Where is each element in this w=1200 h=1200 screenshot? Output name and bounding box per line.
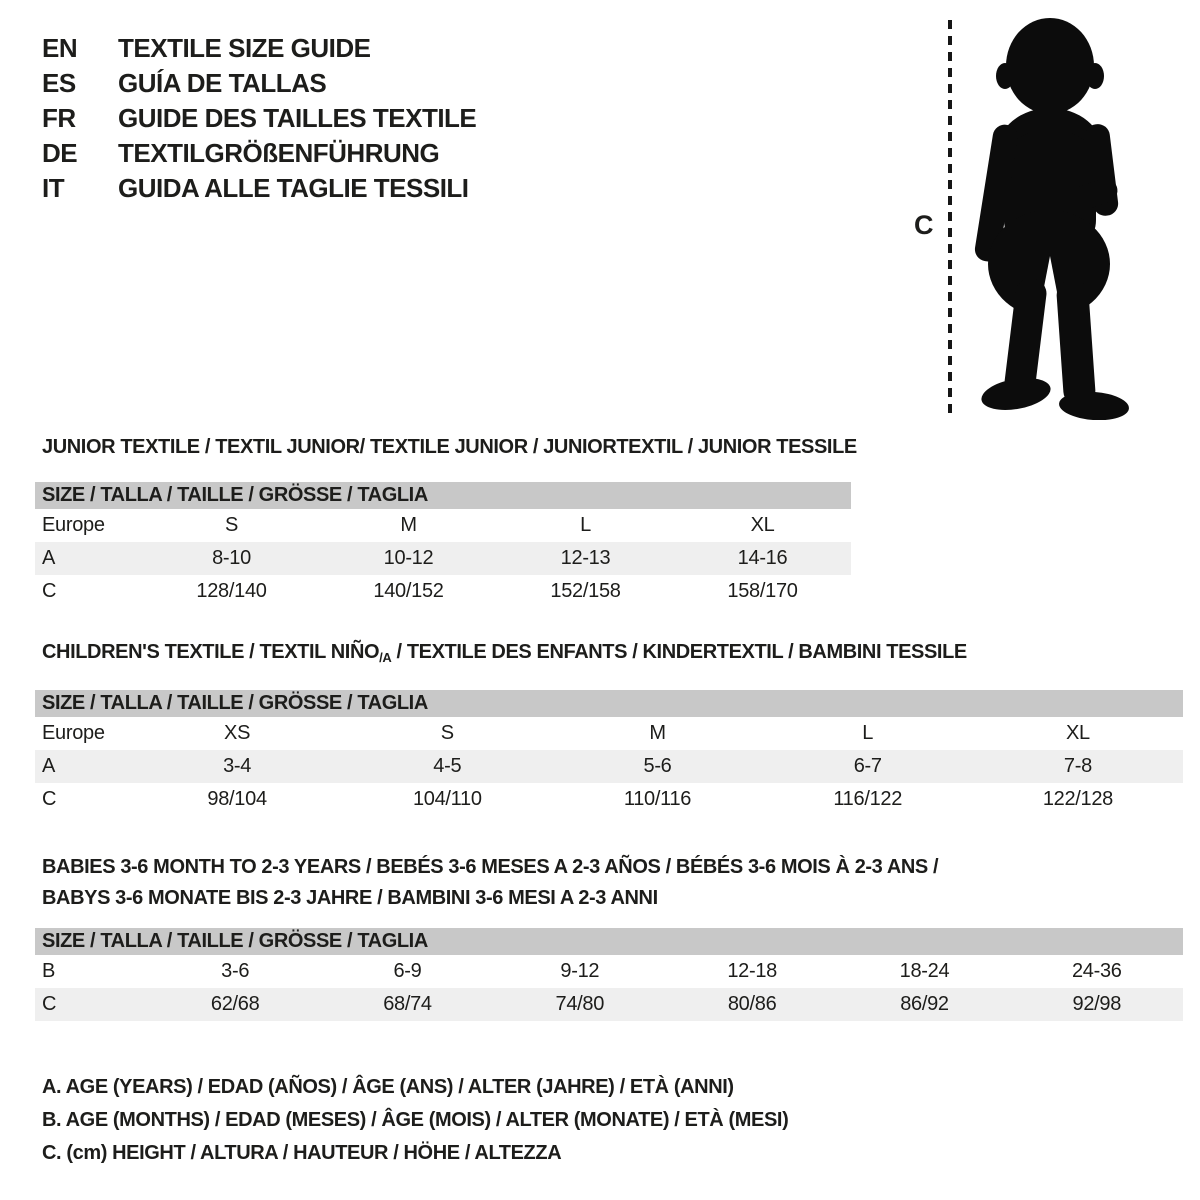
value-cell: 92/98 bbox=[1072, 993, 1122, 1015]
value-cell: 98/104 bbox=[207, 788, 267, 810]
value-cell: 12-13 bbox=[560, 547, 611, 569]
lang-code: IT bbox=[42, 173, 65, 203]
lang-row-it: IT GUIDA ALLE TAGLIE TESSILI bbox=[42, 171, 476, 206]
babies-size-table: SIZE / TALLA / TAILLE / GRÖSSE / TAGLIA … bbox=[35, 928, 1183, 1021]
legend: A. AGE (YEARS) / EDAD (AÑOS) / ÂGE (ANS)… bbox=[42, 1071, 789, 1170]
children-section-title: CHILDREN'S TEXTILE / TEXTIL NIÑO/A / TEX… bbox=[42, 641, 967, 665]
babies-section-title: BABIES 3-6 MONTH TO 2-3 YEARS / BEBÉS 3-… bbox=[42, 852, 939, 914]
height-measure-dashed-line bbox=[948, 20, 952, 418]
row-label: C bbox=[42, 580, 57, 602]
lang-label: TEXTILGRÖßENFÜHRUNG bbox=[118, 138, 440, 168]
lang-code: ES bbox=[42, 68, 76, 98]
lang-label: GUÍA DE TALLAS bbox=[118, 68, 327, 98]
value-cell: XL bbox=[1065, 722, 1090, 744]
lang-label: GUIDA ALLE TAGLIE TESSILI bbox=[118, 173, 469, 203]
value-cell: 6-7 bbox=[853, 755, 882, 777]
value-cell: 74/80 bbox=[555, 993, 605, 1015]
value-cell: 158/170 bbox=[727, 580, 798, 602]
value-cell: 152/158 bbox=[550, 580, 621, 602]
height-measure-label: C bbox=[914, 210, 934, 240]
lang-row-en: EN TEXTILE SIZE GUIDE bbox=[42, 31, 476, 66]
value-cell: 68/74 bbox=[383, 993, 432, 1015]
babies-title-line1: BABIES 3-6 MONTH TO 2-3 YEARS / BEBÉS 3-… bbox=[42, 856, 939, 878]
junior-section-title: JUNIOR TEXTILE / TEXTIL JUNIOR/ TEXTILE … bbox=[42, 436, 857, 458]
size-header-band: SIZE / TALLA / TAILLE / GRÖSSE / TAGLIA bbox=[35, 928, 1183, 955]
value-cell: XL bbox=[750, 514, 775, 536]
table-row: C 62/68 68/74 74/80 80/86 86/92 92/98 bbox=[35, 988, 1183, 1021]
lang-label: TEXTILE SIZE GUIDE bbox=[118, 33, 371, 63]
value-cell: 104/110 bbox=[412, 788, 482, 810]
table-row: B 3-6 6-9 9-12 12-18 18-24 24-36 bbox=[35, 955, 1183, 988]
value-cell: 116/122 bbox=[833, 788, 903, 810]
lang-row-es: ES GUÍA DE TALLAS bbox=[42, 66, 476, 101]
value-cell: 140/152 bbox=[373, 580, 444, 602]
junior-table-rows: Europe S M L XL A 8-10 10-12 12-13 14-16 C 128/140 1… bbox=[35, 509, 851, 608]
lang-code: FR bbox=[42, 103, 76, 133]
value-cell: 18-24 bbox=[899, 960, 950, 982]
table-row: Europe XS S M L XL bbox=[35, 717, 1183, 750]
legend-line-c: C. (cm) HEIGHT / ALTURA / HAUTEUR / HÖHE… bbox=[42, 1142, 562, 1164]
value-cell: 3-4 bbox=[223, 755, 252, 777]
lang-row-de: DE TEXTILGRÖßENFÜHRUNG bbox=[42, 136, 476, 171]
row-label: A bbox=[42, 755, 56, 777]
value-cell: L bbox=[862, 722, 874, 744]
table-row: C 98/104 104/110 110/116 116/122 122/128 bbox=[35, 783, 1183, 816]
row-label: B bbox=[42, 960, 56, 982]
table-row: A 3-4 4-5 5-6 6-7 7-8 bbox=[35, 750, 1183, 783]
value-cell: XS bbox=[224, 722, 251, 744]
value-cell: 4-5 bbox=[433, 755, 462, 777]
children-table-rows: Europe XS S M L XL A 3-4 4-5 5-6 6-7 7-8 C 98/104 104/… bbox=[35, 717, 1183, 816]
value-cell: 62/68 bbox=[210, 993, 260, 1015]
lang-code: EN bbox=[42, 33, 78, 63]
toddler-silhouette-icon bbox=[974, 18, 1129, 420]
legend-line-a: A. AGE (YEARS) / EDAD (AÑOS) / ÂGE (ANS)… bbox=[42, 1076, 734, 1098]
value-cell: 86/92 bbox=[900, 993, 949, 1015]
row-label: Europe bbox=[42, 722, 105, 744]
lang-row-fr: FR GUIDE DES TAILLES TEXTILE bbox=[42, 101, 477, 136]
value-cell: 6-9 bbox=[393, 960, 422, 982]
table-row: A 8-10 10-12 12-13 14-16 bbox=[35, 542, 851, 575]
value-cell: 122/128 bbox=[1042, 788, 1114, 810]
children-size-table: SIZE / TALLA / TAILLE / GRÖSSE / TAGLIA … bbox=[35, 690, 1183, 816]
table-row: Europe S M L XL bbox=[35, 509, 851, 542]
row-label: A bbox=[42, 547, 56, 569]
value-cell: 12-18 bbox=[727, 960, 777, 982]
value-cell: M bbox=[649, 722, 666, 744]
value-cell: 8-10 bbox=[212, 547, 251, 569]
value-cell: S bbox=[440, 722, 454, 744]
size-header-band: SIZE / TALLA / TAILLE / GRÖSSE / TAGLIA bbox=[35, 482, 851, 509]
value-cell: 7-8 bbox=[1063, 755, 1092, 777]
children-title-sub: /A bbox=[379, 650, 392, 665]
value-cell: 14-16 bbox=[737, 547, 788, 569]
row-label: Europe bbox=[42, 514, 105, 536]
value-cell: 5-6 bbox=[643, 755, 672, 777]
value-cell: 80/86 bbox=[727, 993, 777, 1015]
value-cell: 24-36 bbox=[1071, 960, 1122, 982]
value-cell: 9-12 bbox=[560, 960, 600, 982]
language-header: EN TEXTILE SIZE GUIDE ES GUÍA DE TALLAS … bbox=[42, 31, 477, 206]
row-label: C bbox=[42, 788, 57, 810]
children-title-suffix: / TEXTILE DES ENFANTS / KINDERTEXTIL / B… bbox=[391, 641, 968, 663]
value-cell: 3-6 bbox=[221, 960, 250, 982]
value-cell: 10-12 bbox=[383, 547, 434, 569]
babies-title-line2: BABYS 3-6 MONATE BIS 2-3 JAHRE / BAMBINI… bbox=[42, 887, 658, 909]
value-cell: S bbox=[224, 514, 239, 536]
size-header-band: SIZE / TALLA / TAILLE / GRÖSSE / TAGLIA bbox=[35, 690, 1183, 717]
junior-size-table: SIZE / TALLA / TAILLE / GRÖSSE / TAGLIA … bbox=[35, 482, 851, 608]
value-cell: 128/140 bbox=[196, 580, 267, 602]
row-label: C bbox=[42, 993, 57, 1015]
children-title-prefix: CHILDREN'S TEXTILE / TEXTIL NIÑO bbox=[42, 641, 380, 663]
value-cell: L bbox=[580, 514, 591, 536]
lang-code: DE bbox=[42, 138, 78, 168]
value-cell: M bbox=[400, 514, 417, 536]
legend-line-b: B. AGE (MONTHS) / EDAD (MESES) / ÂGE (MO… bbox=[42, 1109, 789, 1131]
value-cell: 110/116 bbox=[623, 788, 692, 810]
lang-label: GUIDE DES TAILLES TEXTILE bbox=[118, 103, 477, 133]
babies-table-rows: B 3-6 6-9 9-12 12-18 18-24 24-36 C 62/68 68/74 74/… bbox=[35, 955, 1183, 1021]
table-row: C 128/140 140/152 152/158 158/170 bbox=[35, 575, 851, 608]
